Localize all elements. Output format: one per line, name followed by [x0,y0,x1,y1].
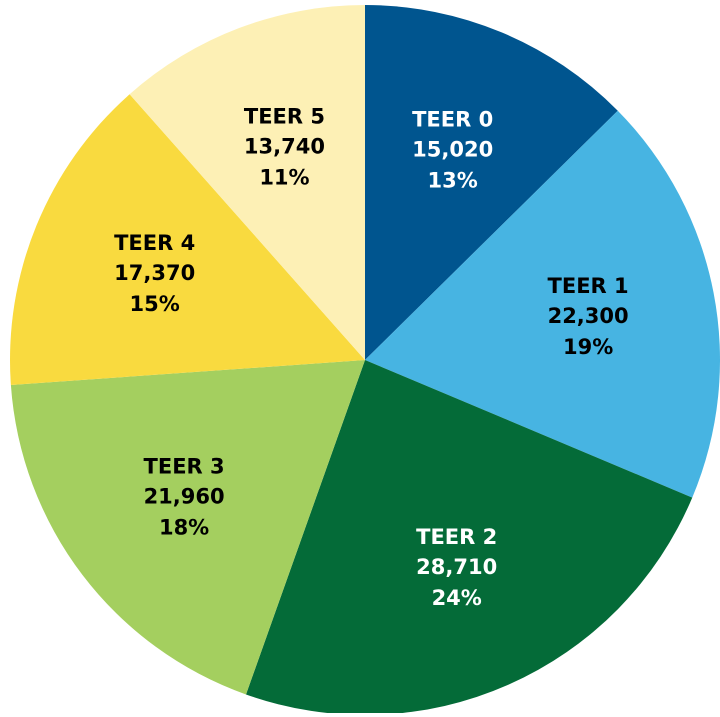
pie-slice [365,5,618,360]
slice-percent-label: 18% [159,515,209,539]
pie-slice [10,94,366,385]
slice-category: TEER 2 [416,525,497,549]
pie-slice [10,360,366,695]
slice-percent-label: 11% [259,166,309,190]
slice-value-label: 13,740 [244,135,325,159]
slice-category: TEER 4 [114,231,195,255]
slice-category: TEER 1 [548,274,629,298]
slice-category: TEER 5 [244,105,325,129]
pie-slice [365,110,720,498]
slice-value-label: 21,960 [144,484,225,508]
slice-category: TEER 3 [144,454,225,478]
slice-percent-label: 13% [428,168,478,192]
slice-percent-label: 15% [130,292,180,316]
slice-category: TEER 0 [412,107,493,131]
slice-percent-label: 24% [432,586,482,610]
slice-value-label: 22,300 [548,304,629,328]
slice-value-label: 28,710 [416,555,497,579]
pie-slice [245,360,693,715]
slice-percent-label: 19% [563,335,613,359]
slice-value-label: 17,370 [114,261,195,285]
slice-value-label: 15,020 [412,137,493,161]
pie-slice [129,5,365,360]
